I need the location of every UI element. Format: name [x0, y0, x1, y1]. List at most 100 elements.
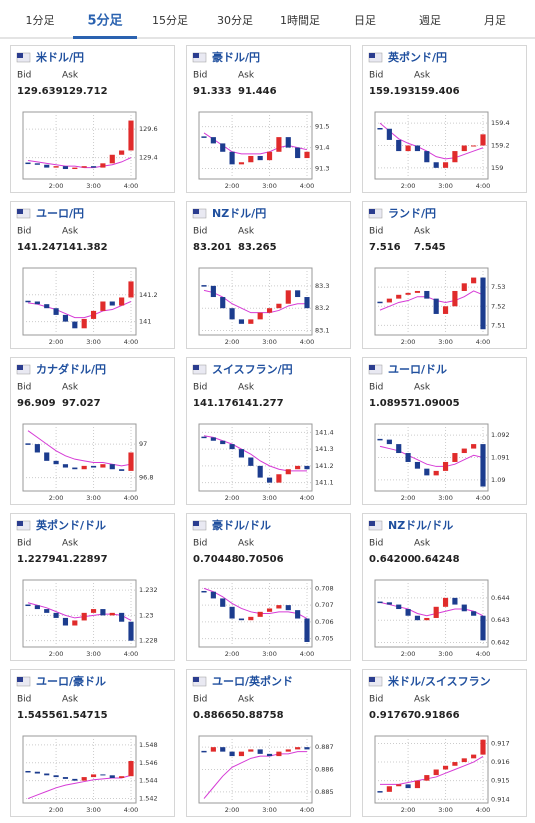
tab[interactable]: 5分足: [87, 13, 123, 29]
card-title[interactable]: 英ポンド/ドル: [35, 518, 106, 532]
x-tick-label: 3:00: [438, 494, 453, 502]
candle: [220, 143, 226, 152]
x-tick-label: 2:00: [49, 650, 64, 658]
x-tick-label: 4:00: [300, 338, 315, 346]
y-tick-label: 1.092: [491, 431, 510, 439]
moving-average: [27, 157, 132, 169]
card-title[interactable]: 米ドル/円: [35, 50, 84, 64]
card-title[interactable]: ユーロ/ドル: [388, 363, 447, 376]
tab[interactable]: 30分足: [217, 14, 253, 27]
candle: [72, 321, 78, 329]
candle: [405, 609, 411, 616]
ask-value: 141.382: [62, 242, 108, 253]
candle: [62, 777, 69, 779]
candle: [109, 154, 115, 164]
tab[interactable]: 1分足: [26, 14, 55, 27]
y-tick-label: 0.885: [315, 788, 334, 796]
x-tick-label: 3:00: [438, 338, 453, 346]
ask-value: 91.446: [238, 86, 277, 97]
card-title[interactable]: ユーロ/英ポンド: [212, 674, 293, 688]
candle: [34, 605, 40, 610]
ask-value: 1.54715: [62, 710, 108, 721]
candle: [480, 615, 486, 641]
candle: [248, 155, 254, 163]
x-tick-label: 4:00: [476, 806, 491, 814]
tab[interactable]: 日足: [354, 14, 376, 27]
candle: [424, 775, 430, 781]
plot-frame: [198, 579, 313, 648]
candle: [405, 292, 411, 295]
x-tick-label: 2:00: [225, 650, 240, 658]
candle: [257, 465, 263, 478]
candle: [220, 440, 226, 445]
bid-value: 91.333: [193, 86, 232, 97]
y-tick-label: 141.4: [315, 428, 334, 436]
candle: [396, 139, 402, 152]
x-tick-label: 4:00: [300, 182, 315, 190]
candle: [81, 777, 87, 781]
candle: [424, 151, 430, 163]
tab[interactable]: 週足: [419, 14, 441, 27]
candle: [62, 617, 69, 626]
card-title[interactable]: ユーロ/円: [36, 207, 84, 220]
candle: [266, 753, 273, 757]
card-title[interactable]: ユーロ/豪ドル: [36, 674, 106, 688]
ask-value: 1.09005: [414, 398, 460, 409]
card-title[interactable]: NZドル/ドル: [388, 519, 453, 532]
candle: [304, 151, 310, 159]
candle: [452, 151, 458, 163]
x-tick-label: 3:00: [86, 650, 101, 658]
candle: [81, 166, 87, 168]
y-tick-label: 141.2: [139, 291, 158, 299]
candle: [304, 465, 310, 470]
y-tick-label: 1.548: [139, 741, 158, 749]
flag-canton: [369, 53, 375, 58]
candle: [34, 771, 40, 774]
bid-value: 1.54556: [17, 710, 63, 721]
candle: [414, 461, 421, 469]
card-title[interactable]: 豪ドル/ドル: [212, 518, 271, 532]
candle: [266, 308, 273, 313]
x-tick-label: 2:00: [401, 338, 416, 346]
candle: [210, 591, 216, 599]
bid-value: 129.639: [17, 86, 63, 97]
ask-value: 97.027: [62, 398, 101, 409]
bid-value: 7.516: [369, 242, 401, 253]
ask-label: Ask: [414, 539, 431, 549]
candle: [414, 780, 421, 789]
ask-value: 0.70506: [238, 554, 284, 565]
tab[interactable]: 1時間足: [280, 14, 320, 27]
candle: [81, 318, 87, 329]
candle: [100, 464, 106, 468]
card-title[interactable]: ランド/円: [388, 207, 436, 220]
y-tick-label: 0.644: [491, 594, 510, 602]
candle: [276, 137, 282, 152]
card-title[interactable]: 豪ドル/円: [212, 50, 260, 64]
bid-value: 96.909: [17, 398, 56, 409]
candle: [53, 460, 59, 465]
candle: [442, 162, 449, 168]
candle: [62, 166, 69, 170]
card-title[interactable]: カナダドル/円: [36, 362, 106, 376]
candle: [442, 461, 449, 471]
candle: [433, 606, 439, 618]
x-tick-label: 4:00: [124, 338, 139, 346]
candle: [471, 611, 477, 616]
card-title[interactable]: 英ポンド/円: [387, 50, 447, 64]
candle: [90, 465, 97, 468]
card-title[interactable]: NZドル/円: [212, 207, 266, 220]
candle: [62, 314, 69, 322]
y-tick-label: 0.642: [491, 639, 510, 647]
candle: [53, 612, 59, 618]
ask-label: Ask: [414, 383, 431, 393]
y-tick-label: 91.4: [315, 144, 329, 152]
x-tick-label: 3:00: [262, 182, 277, 190]
card-title[interactable]: 米ドル/スイスフラン: [387, 674, 491, 688]
x-tick-label: 4:00: [476, 338, 491, 346]
card-title[interactable]: スイスフラン/円: [212, 363, 293, 376]
bid-label: Bid: [17, 227, 31, 237]
tab[interactable]: 15分足: [152, 14, 188, 27]
y-tick-label: 91.5: [315, 123, 329, 131]
tab[interactable]: 月足: [484, 14, 506, 27]
